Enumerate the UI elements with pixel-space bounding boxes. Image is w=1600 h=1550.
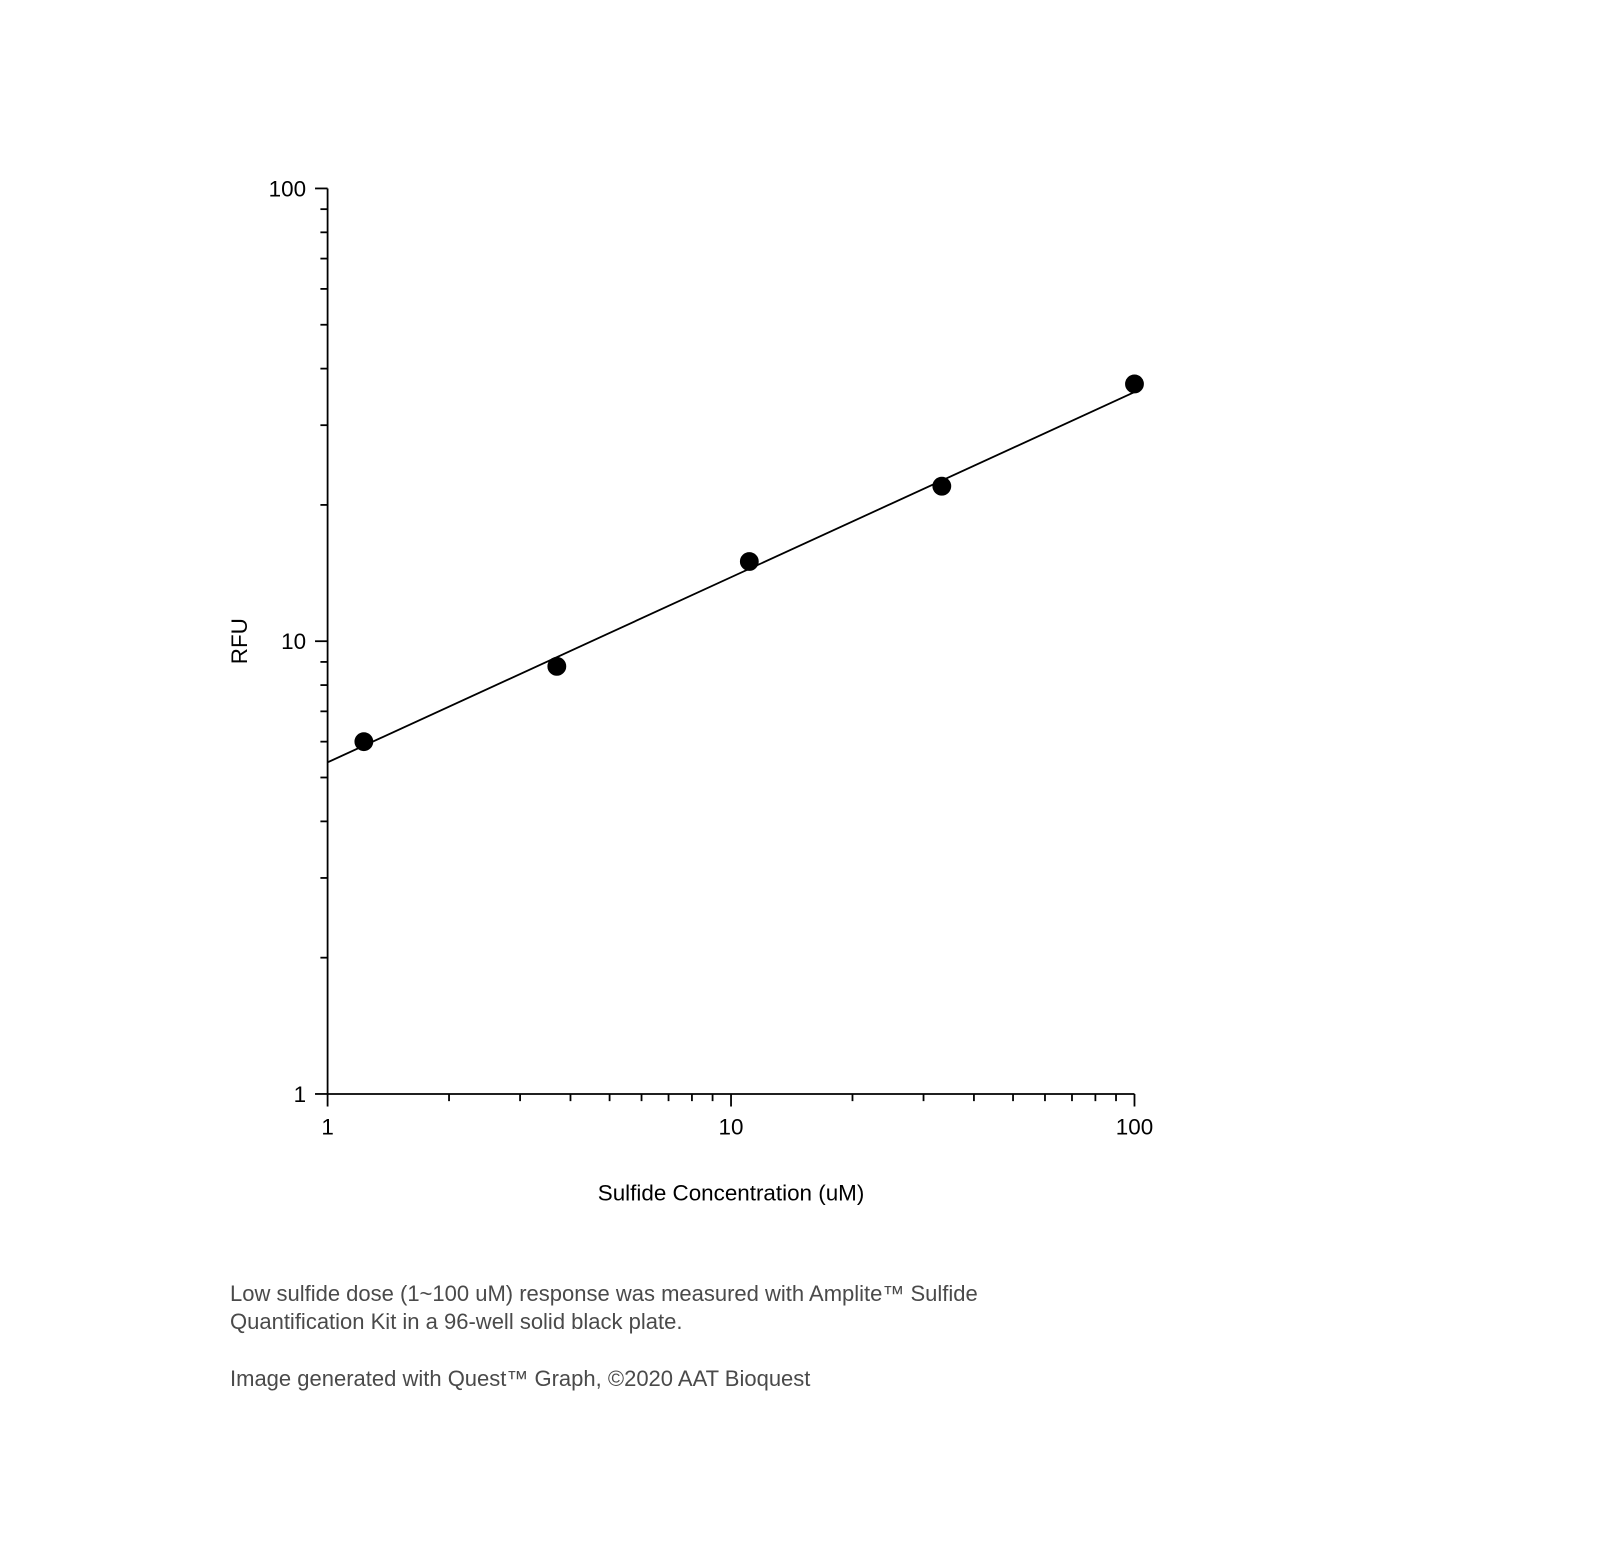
x-tick-label: 100 (1116, 1114, 1153, 1139)
caption-block: Low sulfide dose (1~100 uM) response was… (230, 1280, 1130, 1393)
chart-container: 110100110100Sulfide Concentration (uM)RF… (220, 120, 1120, 1130)
fit-line (328, 392, 1135, 762)
chart-svg: 1 10 100 1 10 100 Sulfide Concentration (uM) RF… (220, 120, 1260, 1270)
data-point (740, 553, 758, 571)
y-axis-label: RFU (227, 618, 252, 664)
caption-line-2: Quantification Kit in a 96-well solid bl… (230, 1308, 1130, 1336)
data-point (933, 477, 951, 495)
data-point (355, 733, 373, 751)
y-tick-label: 1 (294, 1082, 306, 1107)
x-tick-label: 1 (321, 1114, 333, 1139)
page: 1 10 100 1 10 100 Sulfide Concentration (uM) RF… (0, 0, 1600, 1550)
x-tick-label: 10 (719, 1114, 744, 1139)
x-axis-label: Sulfide Concentration (uM) (598, 1181, 865, 1206)
y-tick-label: 100 (269, 176, 306, 201)
caption-line-1: Low sulfide dose (1~100 uM) response was… (230, 1280, 1130, 1308)
y-tick-label: 10 (281, 629, 306, 654)
data-point (1126, 375, 1144, 393)
credit-line: Image generated with Quest™ Graph, ©2020… (230, 1365, 1130, 1393)
data-point (548, 657, 566, 675)
